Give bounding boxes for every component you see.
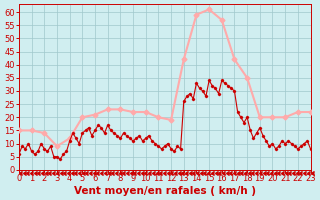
X-axis label: Vent moyen/en rafales ( km/h ): Vent moyen/en rafales ( km/h ) [74, 186, 256, 196]
